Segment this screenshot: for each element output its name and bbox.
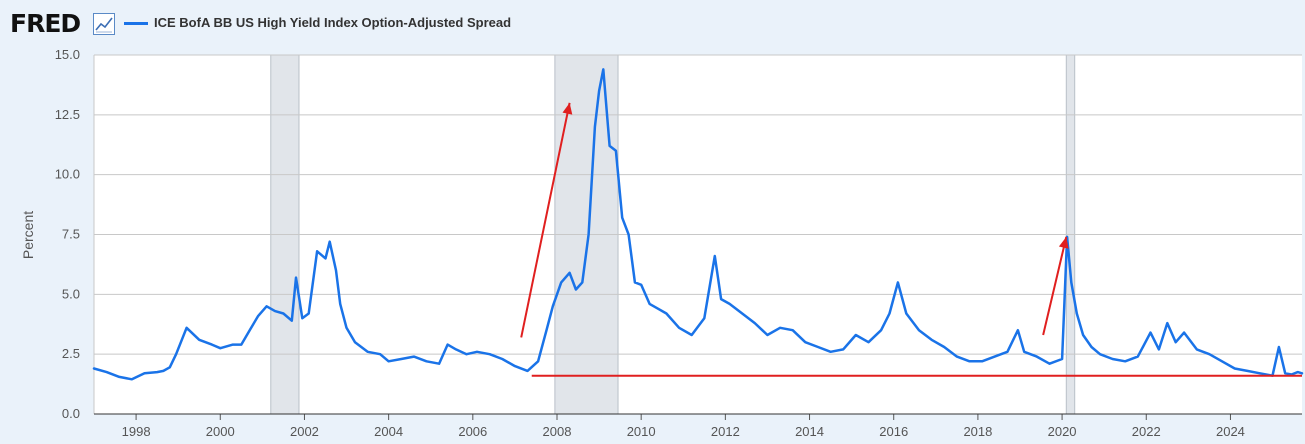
series-line	[92, 68, 1304, 381]
annotation-arrowhead	[1058, 236, 1069, 249]
fred-logo[interactable]: FRED	[10, 9, 81, 38]
x-tick-label: 2018	[963, 424, 992, 439]
chart-header: FRED ICE BofA BB US High Yield Index Opt…	[0, 0, 1305, 44]
y-axis-ticks: 0.0 2.5 5.0 7.5 10.0 12.5 15.0	[55, 47, 80, 421]
x-tick-label: 2024	[1216, 424, 1245, 439]
y-tick-label: 10.0	[55, 167, 80, 182]
series-layer	[92, 68, 1304, 381]
y-tick-label: 0.0	[62, 406, 80, 421]
y-axis-label: Percent	[20, 211, 36, 259]
legend-label: ICE BofA BB US High Yield Index Option-A…	[154, 15, 512, 30]
x-tick-label: 2020	[1048, 424, 1077, 439]
y-tick-label: 15.0	[55, 47, 80, 62]
x-tick-label: 2012	[711, 424, 740, 439]
annotation-arrow	[1042, 236, 1068, 336]
line-chart-icon	[93, 13, 115, 35]
annotation-arrow	[520, 102, 571, 338]
y-tick-label: 7.5	[62, 227, 80, 242]
annotations	[520, 102, 1302, 377]
x-tick-label: 2010	[627, 424, 656, 439]
x-tick-label: 2008	[543, 424, 572, 439]
x-tick-label: 2022	[1132, 424, 1161, 439]
x-tick-label: 2004	[374, 424, 403, 439]
y-tick-label: 2.5	[62, 346, 80, 361]
x-tick-label: 2000	[206, 424, 235, 439]
x-axis-ticks: 1998 2000 2002 2004 2006 2008 2010 2012 2014 2016…	[122, 414, 1245, 439]
annotation-arrowhead	[562, 102, 573, 115]
y-tick-label: 5.0	[62, 286, 80, 301]
x-tick-label: 1998	[122, 424, 151, 439]
x-tick-label: 2014	[795, 424, 824, 439]
legend-swatch	[124, 22, 148, 25]
x-tick-label: 2002	[290, 424, 319, 439]
x-tick-label: 2006	[458, 424, 487, 439]
x-tick-label: 2016	[879, 424, 908, 439]
y-tick-label: 12.5	[55, 107, 80, 122]
